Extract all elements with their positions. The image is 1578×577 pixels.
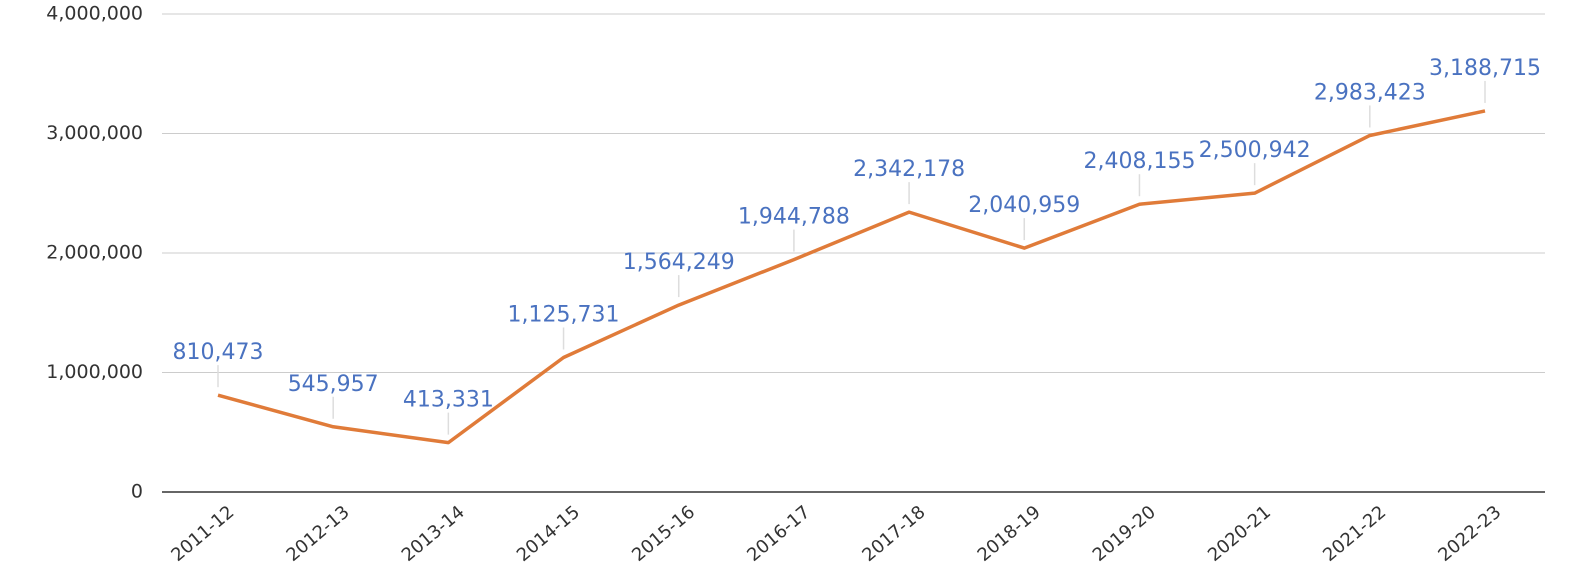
x-tick-label: 2017-18 <box>858 502 929 566</box>
x-tick-label: 2013-14 <box>398 502 469 566</box>
x-tick-label: 2021-22 <box>1319 502 1390 566</box>
data-label: 2,983,423 <box>1314 80 1426 105</box>
data-label: 2,500,942 <box>1199 138 1311 163</box>
x-tick-label: 2018-19 <box>974 502 1045 566</box>
data-label: 545,957 <box>288 372 379 397</box>
data-label: 2,408,155 <box>1083 149 1195 174</box>
x-tick-label: 2022-23 <box>1434 502 1505 566</box>
x-tick-label: 2014-15 <box>513 502 584 566</box>
y-tick-label: 3,000,000 <box>46 122 143 144</box>
data-label: 1,564,249 <box>623 250 735 275</box>
data-label: 810,473 <box>173 340 264 365</box>
data-label: 3,188,715 <box>1429 56 1541 81</box>
y-tick-label: 4,000,000 <box>46 3 143 25</box>
x-tick-label: 2015-16 <box>628 502 699 566</box>
x-tick-label: 2012-13 <box>282 502 353 566</box>
data-label: 1,125,731 <box>508 302 620 327</box>
y-tick-label: 2,000,000 <box>46 242 143 264</box>
data-label: 413,331 <box>403 388 494 413</box>
data-label: 1,944,788 <box>738 205 850 230</box>
x-tick-label: 2019-20 <box>1089 502 1160 566</box>
x-tick-label: 2016-17 <box>743 502 814 566</box>
data-label: 2,040,959 <box>968 193 1080 218</box>
y-tick-label: 1,000,000 <box>46 361 143 383</box>
x-tick-label: 2011-12 <box>167 502 238 566</box>
data-label: 2,342,178 <box>853 157 965 182</box>
data-line <box>217 109 1486 445</box>
x-tick-label: 2020-21 <box>1204 502 1275 566</box>
y-tick-label: 0 <box>131 481 143 503</box>
